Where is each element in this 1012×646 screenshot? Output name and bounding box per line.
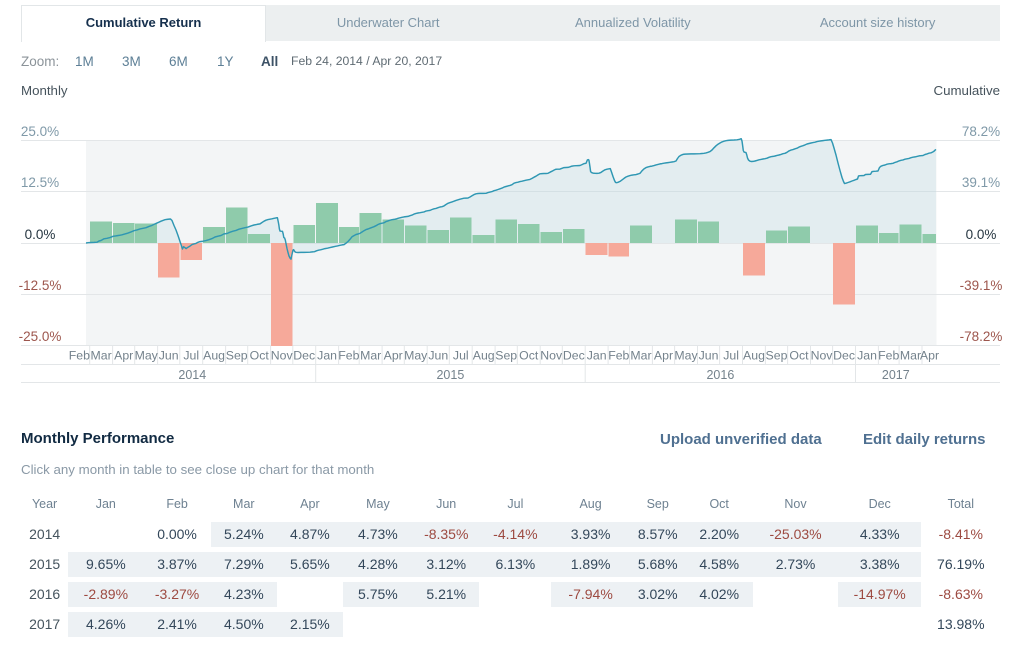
svg-text:Nov: Nov: [540, 349, 563, 363]
svg-text:Aug: Aug: [203, 349, 225, 363]
svg-text:May: May: [135, 349, 159, 363]
svg-text:Oct: Oct: [250, 349, 270, 363]
svg-text:Mar: Mar: [630, 349, 651, 363]
svg-text:Jul: Jul: [453, 349, 469, 363]
svg-text:Nov: Nov: [271, 349, 294, 363]
svg-text:Mar: Mar: [91, 349, 112, 363]
svg-text:May: May: [404, 349, 428, 363]
svg-text:Jun: Jun: [699, 349, 719, 363]
svg-text:Mar: Mar: [360, 349, 381, 363]
svg-text:Jun: Jun: [428, 349, 448, 363]
svg-text:25.0%: 25.0%: [21, 124, 59, 139]
svg-text:Feb: Feb: [878, 349, 899, 363]
svg-text:Apr: Apr: [114, 349, 133, 363]
svg-text:Jan: Jan: [857, 349, 877, 363]
svg-text:2015: 2015: [436, 368, 464, 382]
svg-text:39.1%: 39.1%: [962, 175, 1000, 190]
svg-text:-39.1%: -39.1%: [960, 278, 1003, 293]
svg-text:Aug: Aug: [743, 349, 765, 363]
svg-text:0.0%: 0.0%: [966, 227, 997, 242]
svg-text:Apr: Apr: [920, 349, 939, 363]
svg-text:78.2%: 78.2%: [962, 124, 1000, 139]
svg-text:Aug: Aug: [473, 349, 495, 363]
svg-text:Mar: Mar: [900, 349, 921, 363]
svg-text:Feb: Feb: [69, 349, 90, 363]
svg-text:May: May: [674, 349, 698, 363]
svg-text:Feb: Feb: [608, 349, 629, 363]
svg-text:Dec: Dec: [293, 349, 315, 363]
svg-text:2017: 2017: [882, 368, 910, 382]
svg-text:Jan: Jan: [587, 349, 607, 363]
svg-text:-25.0%: -25.0%: [19, 329, 62, 344]
svg-text:Dec: Dec: [563, 349, 585, 363]
svg-text:Dec: Dec: [833, 349, 855, 363]
svg-text:Feb: Feb: [338, 349, 359, 363]
svg-text:Oct: Oct: [519, 349, 539, 363]
svg-text:Nov: Nov: [811, 349, 834, 363]
svg-text:Apr: Apr: [384, 349, 403, 363]
svg-text:Sep: Sep: [766, 349, 788, 363]
svg-text:Jun: Jun: [159, 349, 179, 363]
svg-text:Sep: Sep: [495, 349, 517, 363]
svg-text:Oct: Oct: [789, 349, 809, 363]
svg-text:12.5%: 12.5%: [21, 175, 59, 190]
svg-text:2014: 2014: [178, 368, 206, 382]
svg-text:-78.2%: -78.2%: [960, 329, 1003, 344]
svg-text:Jul: Jul: [723, 349, 739, 363]
svg-text:0.0%: 0.0%: [25, 227, 56, 242]
svg-text:2016: 2016: [706, 368, 734, 382]
svg-text:Jul: Jul: [183, 349, 199, 363]
svg-text:Apr: Apr: [654, 349, 673, 363]
svg-text:-12.5%: -12.5%: [19, 278, 62, 293]
svg-text:Jan: Jan: [317, 349, 337, 363]
svg-text:Sep: Sep: [226, 349, 248, 363]
